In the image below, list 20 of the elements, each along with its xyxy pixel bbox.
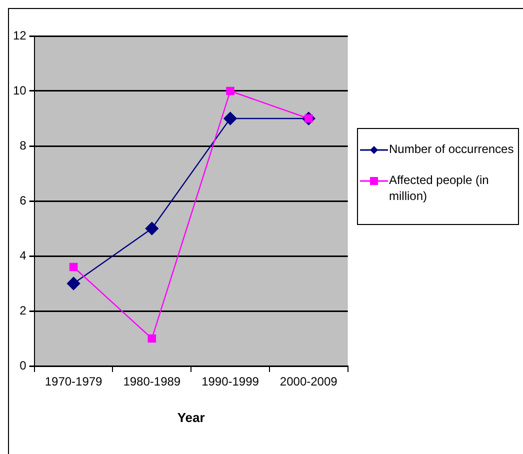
point [226,86,234,96]
legend-label: Affected people (in million) [389,172,490,204]
x-tick-label: 1980-1989 [123,374,181,389]
point [148,334,156,343]
x-tick-label: 1990-1999 [202,374,260,389]
y-tick-label: 8 [20,138,27,152]
y-tick-label: 6 [20,193,27,208]
point [66,276,80,290]
y-tick-label: 12 [12,28,27,42]
y-tick-label: 10 [12,83,27,98]
y-tick-label: 2 [20,303,27,318]
x-tick-label: 1970-1979 [44,374,103,389]
point [145,222,158,236]
y-tick-label: 4 [20,248,27,262]
y-tick-label: 0 [20,358,27,372]
x-tick-label: 2000-2009 [280,374,338,389]
point [69,262,78,272]
legend-label: Number of occurrences [389,141,514,157]
point [224,112,237,126]
x-axis-title: Year [177,410,205,425]
